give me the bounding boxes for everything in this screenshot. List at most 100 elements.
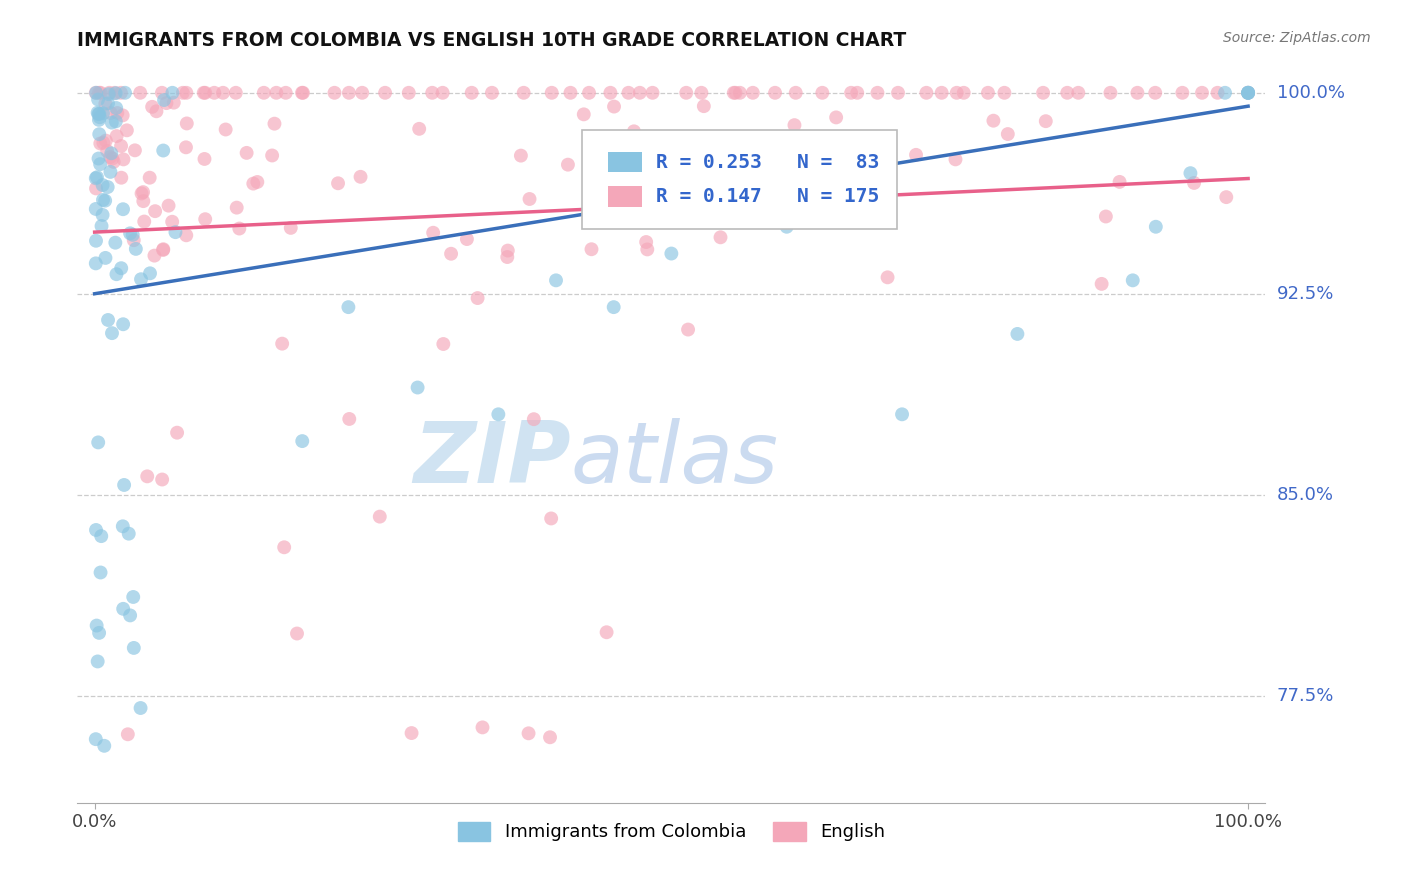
Point [326, 176, 349, 190]
Bar [609, 186, 641, 207]
Point [741, 86, 763, 100]
Point [212, 86, 235, 100]
Point [105, 106, 128, 120]
Point [1108, 175, 1130, 189]
Point [165, 225, 187, 239]
Point [1095, 210, 1118, 224]
Point [98, 86, 121, 100]
Point [105, 267, 128, 281]
Point [115, 123, 138, 137]
Point [408, 121, 430, 136]
Point [124, 144, 146, 158]
Bar [609, 152, 641, 172]
Point [87, 93, 110, 107]
Point [931, 86, 953, 100]
Point [150, 473, 173, 487]
Text: Source: ZipAtlas.com: Source: ZipAtlas.com [1223, 31, 1371, 45]
Point [496, 250, 519, 264]
Point [101, 326, 124, 340]
Point [97, 96, 120, 111]
Point [266, 86, 288, 100]
Point [84, 732, 107, 747]
Point [253, 86, 276, 100]
Point [122, 590, 145, 604]
Point [661, 246, 683, 260]
Point [246, 175, 269, 189]
Point [111, 108, 134, 122]
Point [93, 739, 115, 753]
Point [163, 95, 186, 110]
Point [87, 625, 110, 640]
Point [709, 149, 731, 163]
Point [368, 509, 391, 524]
Point [225, 201, 247, 215]
Point [193, 152, 215, 166]
Point [610, 172, 633, 186]
Point [1237, 86, 1260, 100]
Point [271, 336, 294, 351]
Point [91, 136, 114, 150]
Point [519, 192, 541, 206]
Point [150, 86, 173, 100]
Point [905, 148, 928, 162]
Point [100, 146, 122, 161]
Point [785, 86, 807, 100]
Text: 85.0%: 85.0% [1277, 485, 1333, 504]
Text: 77.5%: 77.5% [1277, 687, 1334, 705]
Point [517, 726, 540, 740]
Point [89, 157, 111, 171]
Point [783, 118, 806, 132]
Point [235, 145, 257, 160]
Point [578, 86, 600, 100]
Point [846, 86, 869, 100]
Point [1237, 86, 1260, 100]
Point [193, 86, 215, 100]
FancyBboxPatch shape [582, 130, 897, 228]
Point [432, 86, 454, 100]
Point [811, 86, 834, 100]
Point [560, 86, 582, 100]
Point [440, 246, 463, 260]
Y-axis label: 10th Grade: 10th Grade [0, 390, 8, 484]
Point [225, 86, 247, 100]
Point [131, 186, 153, 201]
Point [89, 106, 111, 120]
Point [110, 261, 132, 276]
Point [512, 86, 534, 100]
Point [145, 104, 167, 119]
Point [997, 127, 1019, 141]
Point [110, 139, 132, 153]
Point [1035, 114, 1057, 128]
Point [87, 86, 110, 100]
Point [172, 86, 194, 100]
Point [280, 220, 302, 235]
Point [544, 273, 567, 287]
Point [666, 209, 689, 223]
Point [91, 208, 114, 222]
Point [86, 170, 108, 185]
Point [763, 86, 786, 100]
Point [91, 106, 114, 120]
Point [1122, 273, 1144, 287]
Point [977, 86, 1000, 100]
Point [84, 171, 107, 186]
Point [87, 152, 110, 166]
Point [1215, 190, 1237, 204]
Point [538, 731, 561, 745]
Point [858, 137, 880, 152]
Point [162, 86, 184, 100]
Point [1237, 86, 1260, 100]
Point [945, 153, 967, 167]
Point [422, 226, 444, 240]
Point [523, 412, 546, 426]
Point [876, 270, 898, 285]
Point [89, 127, 111, 141]
Point [1144, 219, 1167, 234]
Point [776, 219, 799, 234]
Point [89, 110, 111, 124]
Point [636, 243, 658, 257]
Point [90, 219, 112, 233]
Point [983, 113, 1005, 128]
Point [101, 152, 124, 166]
Point [690, 86, 713, 100]
